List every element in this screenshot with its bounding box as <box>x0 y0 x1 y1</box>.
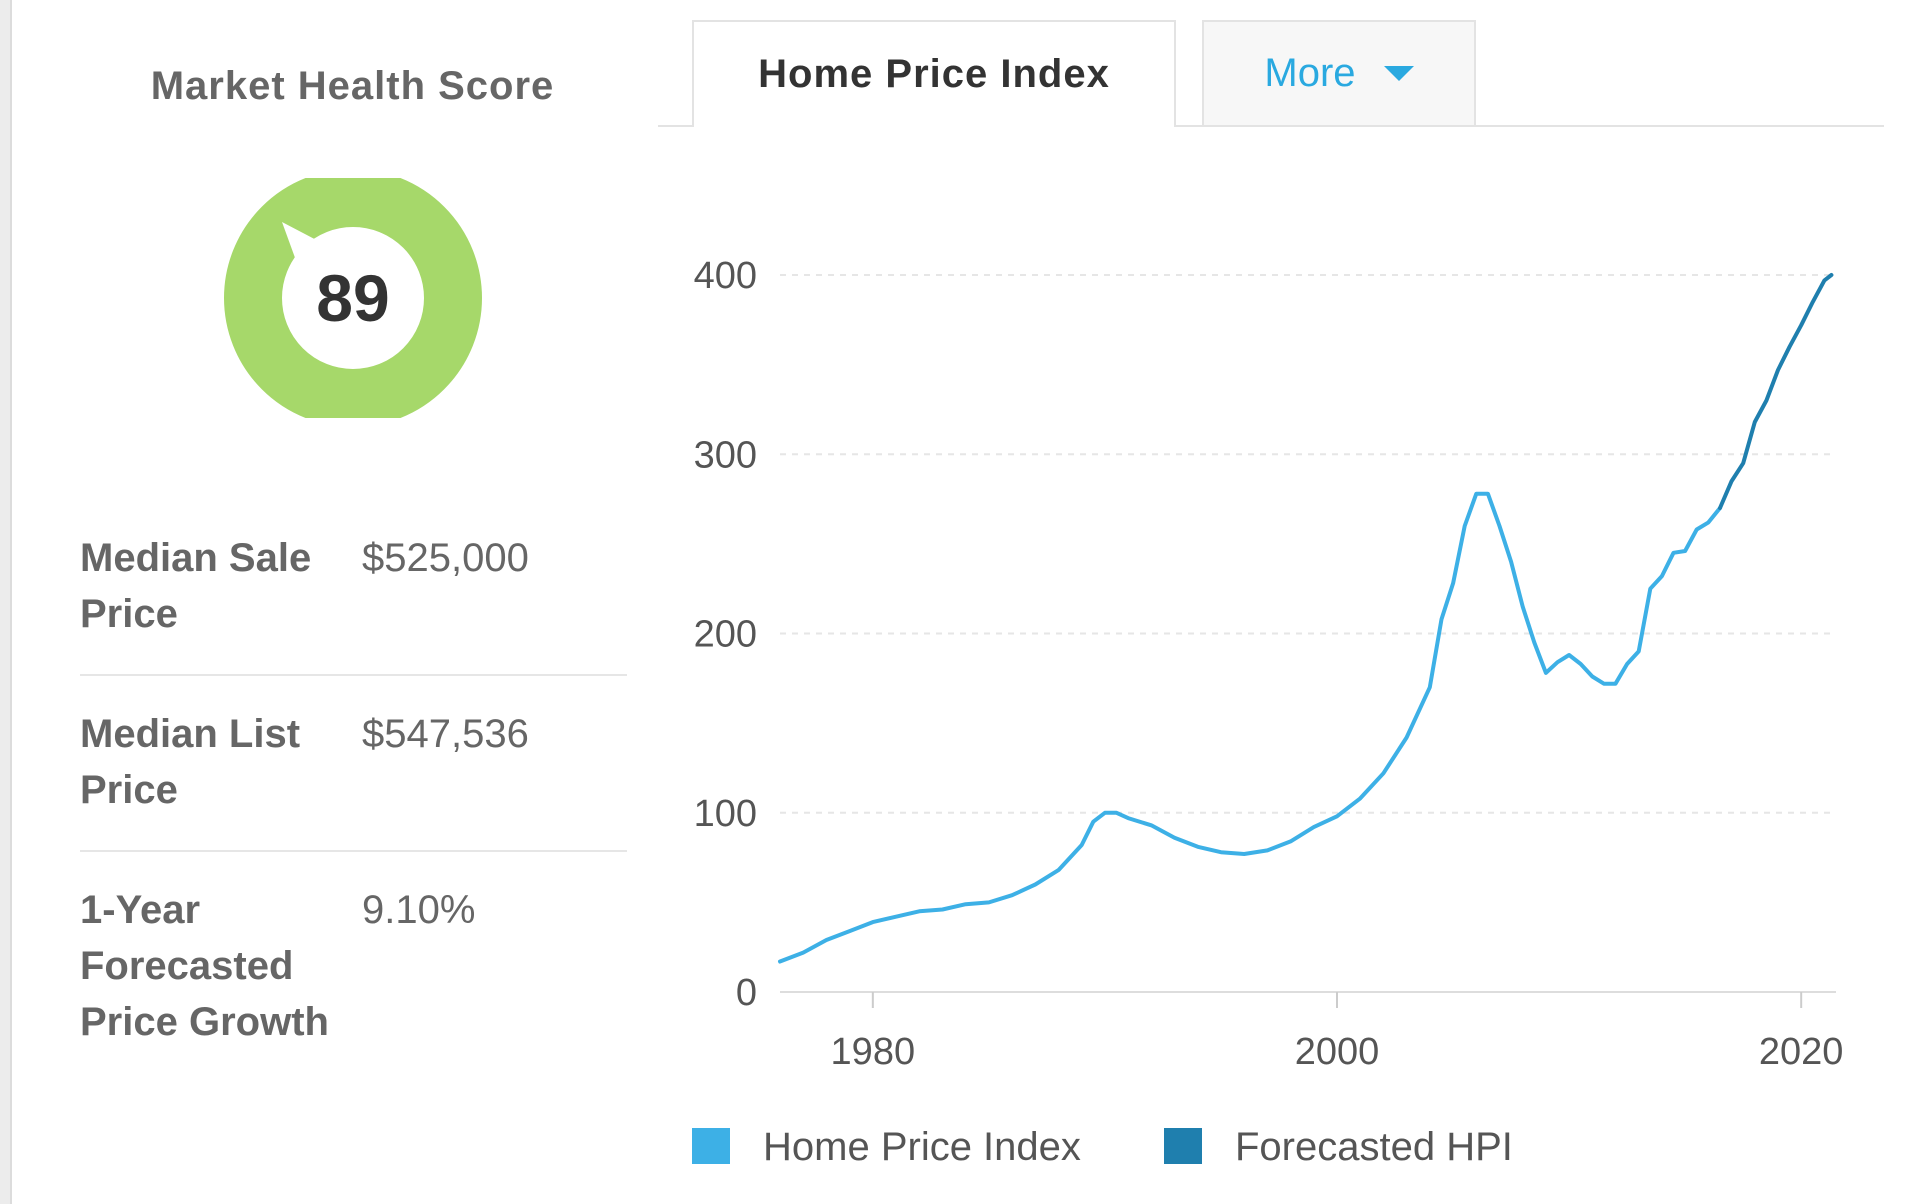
legend-swatch <box>1164 1128 1202 1164</box>
y-tick-label: 300 <box>694 434 757 476</box>
stat-row-median-list-price: Median List Price $547,536 <box>80 706 627 852</box>
tab-home-price-index[interactable]: Home Price Index <box>692 20 1176 127</box>
y-tick-label: 200 <box>694 614 757 656</box>
stat-value: $547,536 <box>362 712 529 756</box>
series-line-forecasted-hpi <box>1718 273 1834 510</box>
x-tick-label: 2000 <box>1295 1031 1380 1073</box>
y-tick-label: 0 <box>736 972 757 1014</box>
tab-label: Home Price Index <box>758 52 1110 96</box>
stat-value: 9.10% <box>362 888 476 932</box>
x-tick-label: 2020 <box>1759 1031 1844 1073</box>
stat-value: $525,000 <box>362 536 529 580</box>
gauge-ring <box>224 169 482 427</box>
legend-swatch <box>692 1128 730 1164</box>
stat-label: Median List Price <box>80 712 301 812</box>
market-health-score: 89 <box>316 261 390 335</box>
legend-label: Forecasted HPI <box>1235 1125 1513 1169</box>
caret-down-icon <box>1383 65 1414 81</box>
tab-more-dropdown[interactable]: More <box>1202 20 1476 125</box>
stat-row-forecast-growth: 1-Year Forecasted Price Growth 9.10% <box>80 882 627 1122</box>
gauge-ring-icon <box>224 169 482 427</box>
tab-label: More <box>1264 51 1356 95</box>
gauge-pointer <box>282 222 324 266</box>
legend-label: Home Price Index <box>763 1125 1081 1169</box>
y-tick-label: 400 <box>694 255 757 297</box>
market-health-gauge: 89 <box>224 169 482 427</box>
y-tick-label: 100 <box>694 793 757 835</box>
market-health-title: Market Health Score <box>150 64 555 108</box>
stat-row-median-sale-price: Median Sale Price $525,000 <box>80 530 627 676</box>
series-line-home-price-index <box>778 491 1722 964</box>
tabs-baseline <box>658 125 1884 127</box>
x-tick-label: 1980 <box>831 1031 916 1073</box>
left-border <box>0 0 12 1204</box>
gauge-center <box>283 228 423 368</box>
stat-label: Median Sale Price <box>80 536 312 636</box>
stat-label: 1-Year Forecasted Price Growth <box>80 888 329 1044</box>
